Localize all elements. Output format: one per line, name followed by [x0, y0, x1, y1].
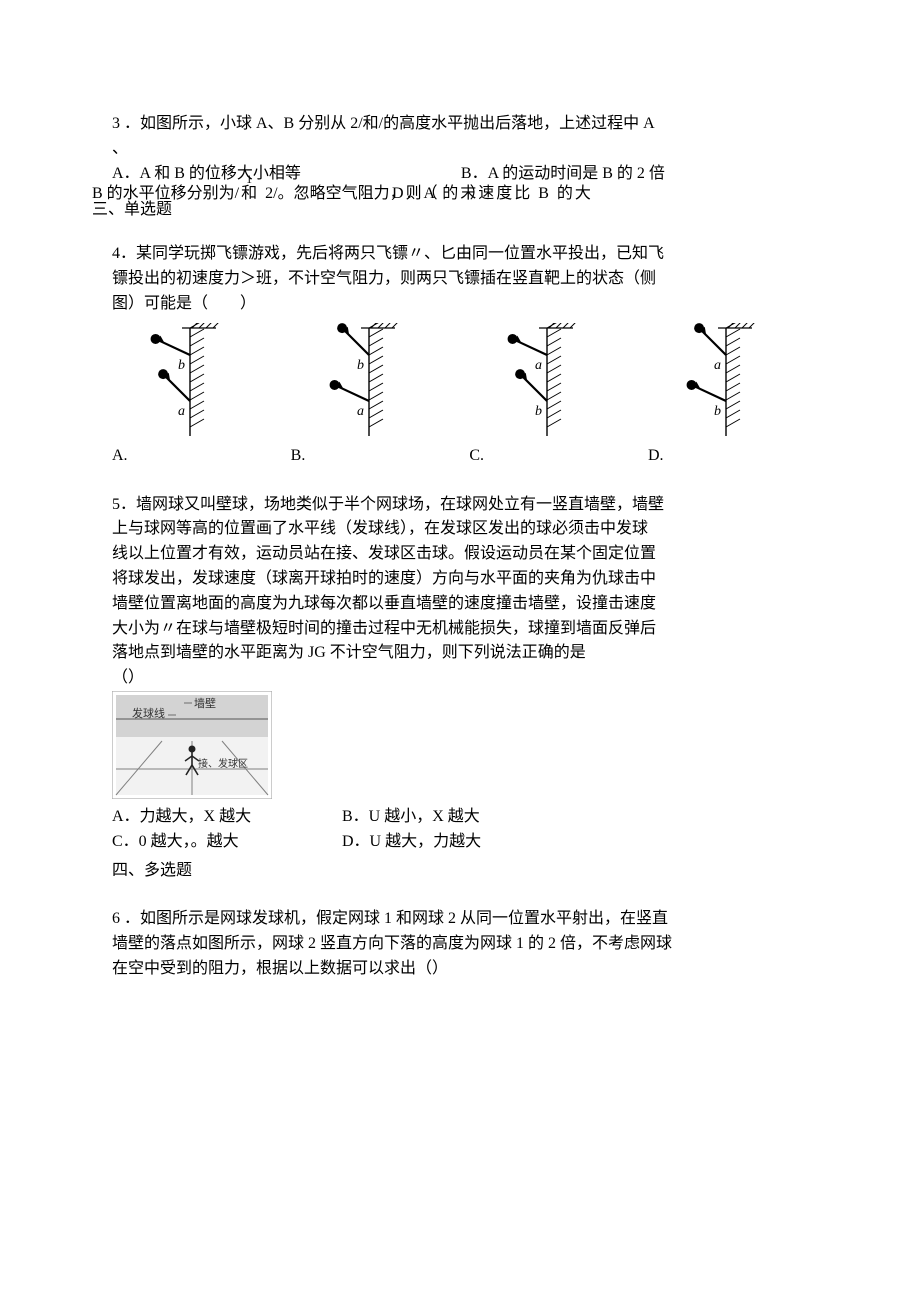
q5-option-d: D．U 越大，力越大 [342, 830, 572, 855]
section-4-label: 四、多选题 [112, 859, 808, 884]
q5-stem-line: 大小为〃在球与墙壁极短时间的撞击过程中无机械能损失，球撞到墙面反弹后 [112, 617, 808, 642]
q4-label-b: B. [291, 444, 451, 469]
q6-stem-line: 在空中受到的阻力，根据以上数据可以求出（） [112, 957, 808, 982]
q5-option-c: C．0 越大，。越大 [112, 830, 342, 855]
svg-text:a: a [714, 358, 721, 373]
q3-backslash-line: 、 [112, 137, 808, 162]
q4-stem-line: 4．某同学玩掷飞镖游戏，先后将两只飞镖〃、匕由同一位置水平投出，已知飞 [112, 242, 808, 267]
question-4: 4．某同学玩掷飞镖游戏，先后将两只飞镖〃、匕由同一位置水平投出，已知飞 镖投出的… [112, 242, 808, 468]
q5-stem-line: （） [112, 666, 808, 691]
q4-diagram-c: ab C. [469, 323, 629, 469]
q5-stem-line: 线以上位置才有效，运动员站在接、发球区击球。假设运动员在某个固定位置 [112, 542, 808, 567]
question-3: 3 ．如图所示，小球 A、B 分别从 2/和/的高度水平抛出后落地，上述过程中 … [112, 112, 808, 218]
svg-text:墙壁: 墙壁 [194, 696, 216, 710]
squash-court-icon: 墙壁发球线接、发球区 [112, 691, 272, 799]
svg-text:发球线: 发球线 [132, 706, 165, 720]
svg-text:a: a [178, 404, 185, 419]
question-6: 6 ．如图所示是网球发球机，假定网球 1 和网球 2 从同一位置水平射出，在竖直… [112, 907, 808, 981]
q6-stem-line: 墙壁的落点如图所示，网球 2 竖直方向下落的高度为网球 1 的 2 倍，不考虑网… [112, 932, 808, 957]
q5-option-a: A．力越大，X 越大 [112, 805, 342, 830]
question-5: 5．墙网球又叫壁球，场地类似于半个网球场，在球网处立有一竖直墙壁，墙壁 上与球网… [112, 493, 808, 884]
svg-text:b: b [178, 358, 185, 373]
svg-text:b: b [535, 404, 542, 419]
q4-diagram-b: ba B. [291, 323, 451, 469]
q4-stem-line: 镖投出的初速度力＞班，不计空气阻力，则两只飞镖插在竖直靶上的状态（侧 [112, 267, 808, 292]
q4-stem-line: 图）可能是（ ） [112, 292, 808, 317]
dart-board-icon: ba [112, 323, 222, 438]
q5-stem-line: 将球发出，发球速度（球离开球拍时的速度）方向与水平面的夹角为仇球击中 [112, 567, 808, 592]
q5-stem-line: 5．墙网球又叫壁球，场地类似于半个网球场，在球网处立有一竖直墙壁，墙壁 [112, 493, 808, 518]
dart-board-icon: ba [291, 323, 401, 438]
q5-stem-line: 落地点到墙壁的水平距离为 JG 不计空气阻力，则下列说法正确的是 [112, 641, 808, 666]
q5-option-b: B．U 越小，X 越大 [342, 805, 572, 830]
svg-text:a: a [357, 404, 364, 419]
q4-diagram-d: ab D. [648, 323, 808, 469]
svg-text:接、发球区: 接、发球区 [198, 757, 248, 770]
q5-options: C．0 越大，。越大 D．U 越大，力越大 [112, 830, 808, 855]
q5-stem-line: 上与球网等高的位置画了水平线（发球线），在发球区发出的球必须击中发球 [112, 517, 808, 542]
svg-text:b: b [714, 404, 721, 419]
svg-text:a: a [535, 358, 542, 373]
section-3-label: 三、单选题 [92, 198, 172, 223]
q6-stem-line: 6 ．如图所示是网球发球机，假定网球 1 和网球 2 从同一位置水平射出，在竖直 [112, 907, 808, 932]
q4-diagram-a: ba A. [112, 323, 272, 469]
q4-label-d: D. [648, 444, 808, 469]
dart-board-icon: ab [648, 323, 758, 438]
q4-label-c: C. [469, 444, 629, 469]
q5-stem-line: 墙壁位置离地面的高度为九球每次都以垂直墙壁的速度撞击墙壁，设撞击速度 [112, 592, 808, 617]
q4-diagram-row: ba A. ba B. ab C. ab D. [112, 323, 808, 469]
q4-label-a: A. [112, 444, 272, 469]
q5-court-photo: 墙壁发球线接、发球区 [112, 691, 272, 799]
q3-overlay: B 的水平位移分别为/1和2/。忽略空气阻力，则（ ） D．A 的末速度比 B … [112, 182, 808, 218]
fraction-icon: 1和 [241, 182, 257, 207]
svg-text:b: b [357, 358, 364, 373]
q3-option-d: D．A 的末速度比 B 的大 [392, 182, 593, 207]
q3-stem-line1: 3 ．如图所示，小球 A、B 分别从 2/和/的高度水平抛出后落地，上述过程中 … [112, 112, 808, 137]
dart-board-icon: ab [469, 323, 579, 438]
q5-options: A．力越大，X 越大 B．U 越小，X 越大 [112, 805, 808, 830]
